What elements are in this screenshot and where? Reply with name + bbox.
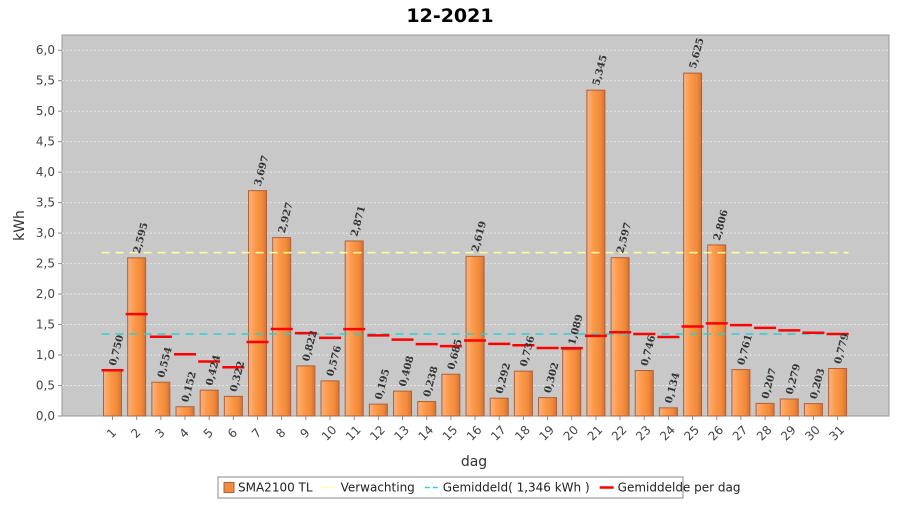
x-tick-label: 29: [778, 423, 799, 444]
legend-box: [217, 476, 684, 499]
x-tick-label: 24: [657, 423, 678, 444]
x-tick-label: 9: [297, 426, 312, 441]
x-tick-label: 10: [319, 423, 340, 444]
x-tick-label: 6: [225, 426, 240, 441]
x-tick-label: 17: [488, 423, 509, 444]
bar: [707, 244, 727, 417]
x-tick-label: 1: [104, 426, 119, 441]
legend-label: Verwachting: [341, 481, 415, 495]
bar: [731, 369, 751, 417]
x-tick-label: 19: [536, 423, 557, 444]
x-tick-label: 27: [730, 423, 751, 444]
bar: [683, 72, 703, 417]
bar: [634, 370, 654, 417]
bar: [658, 407, 678, 417]
x-tick-label: 13: [391, 423, 412, 444]
x-tick-label: 20: [561, 423, 582, 444]
bar: [513, 370, 533, 417]
bar: [489, 397, 509, 417]
x-tick-label: 30: [802, 423, 823, 444]
bar: [296, 365, 316, 417]
x-tick-label: 8: [273, 426, 288, 441]
x-tick-label: 25: [681, 423, 702, 444]
bar: [755, 402, 775, 417]
bar: [393, 390, 413, 417]
x-tick-label: 7: [249, 426, 264, 441]
daily-average-markers: [101, 312, 849, 372]
bar: [610, 257, 630, 417]
x-tick-label: 28: [754, 423, 775, 444]
bar: [272, 237, 292, 417]
x-axis-label: dag: [461, 454, 487, 470]
legend-swatch: [223, 482, 235, 493]
x-tick-label: 4: [177, 426, 192, 441]
y-tick-label: 4,5: [36, 135, 55, 149]
grid-lines: [62, 49, 889, 387]
bar: [828, 368, 848, 417]
x-tick-label: 15: [440, 423, 461, 444]
x-tick-label: 16: [464, 423, 485, 444]
bar: [199, 389, 219, 417]
bar: [223, 395, 243, 417]
bar: [417, 400, 437, 417]
y-tick-label: 4,0: [36, 165, 55, 179]
chart-title: 12-2021: [406, 5, 493, 27]
y-tick-label: 6,0: [36, 43, 55, 57]
bar: [151, 381, 171, 417]
y-tick-label: 5,0: [36, 104, 55, 118]
bar: [320, 380, 340, 417]
y-tick-label: 1,5: [36, 318, 55, 332]
bar: [465, 255, 485, 417]
x-tick-label: 5: [201, 426, 216, 441]
x-tick-label: 31: [826, 423, 847, 444]
y-tick-label: 1,0: [36, 348, 55, 362]
x-tick-label: 3: [152, 426, 167, 441]
x-axis-ticks: 1 2 3 4 5 6 7 8 9 10 11 12 13 14 15 16 17 18 19 20 21 22 23 24 2…: [104, 416, 847, 444]
legend-label: SMA2100 TL: [238, 481, 313, 495]
y-tick-label: 0,5: [36, 379, 55, 393]
bar: [103, 369, 122, 417]
reference-lines: [101, 251, 849, 335]
bar: [441, 373, 461, 417]
y-tick-label: 2,0: [36, 287, 55, 301]
x-tick-label: 22: [609, 423, 630, 444]
x-tick-label: 26: [706, 423, 727, 444]
x-tick-label: 11: [343, 423, 364, 444]
y-tick-label: 0,0: [36, 409, 55, 423]
bar: [779, 398, 799, 417]
legend: SMA2100 TL Verwachting Gemiddeld( 1,346 kW…: [217, 476, 741, 499]
x-tick-label: 2: [128, 426, 143, 441]
legend-label: Gemiddeld( 1,346 kWh ): [443, 481, 590, 495]
bar: [538, 397, 558, 417]
y-axis-label: kWh: [12, 210, 28, 241]
y-tick-label: 5,5: [36, 74, 55, 88]
y-tick-label: 2,5: [36, 257, 55, 271]
x-tick-label: 23: [633, 423, 654, 444]
y-axis-ticks: 0,0 0,5 1,0 1,5 2,0 2,5 3,0 3,5 4,0 4,5 5,0 5,5 6,0: [36, 43, 62, 423]
bar: [127, 257, 147, 417]
bar: [368, 403, 388, 417]
bar: [803, 403, 823, 417]
bar: [562, 349, 582, 417]
bar: [175, 406, 195, 417]
y-tick-label: 3,5: [36, 196, 55, 210]
x-tick-label: 12: [367, 423, 388, 444]
y-tick-label: 3,0: [36, 226, 55, 240]
legend-label: Gemiddelde per dag: [618, 481, 741, 495]
x-tick-label: 21: [585, 423, 606, 444]
x-tick-label: 14: [416, 423, 437, 444]
bar: [248, 190, 268, 417]
x-tick-label: 18: [512, 423, 533, 444]
